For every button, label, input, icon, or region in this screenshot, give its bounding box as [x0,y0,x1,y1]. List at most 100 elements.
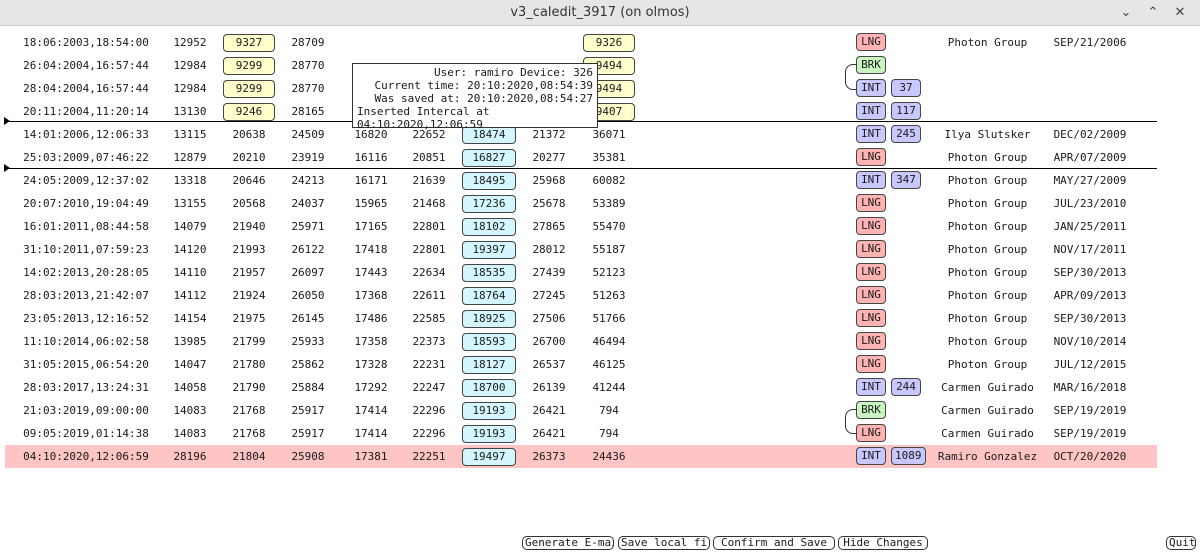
type-tag-lng[interactable]: LNG [856,148,886,166]
table-row[interactable]: 20:07:2010,19:04:49 13155 20568 24037 15965 2… [5,192,1157,215]
cell-v1: 14079 [173,220,207,233]
type-tag-brk[interactable]: BRK [856,56,886,74]
table-row[interactable]: 26:04:2004,16:57:44 12984 9299 28770 9494 BRK [5,54,1157,77]
cell-v6[interactable]: 19497 [461,445,517,468]
cell-v2[interactable]: 9299 [221,54,277,77]
type-tag-int[interactable]: INT [856,125,886,143]
cell-v2: 21768 [232,427,266,440]
editable-value[interactable]: 18925 [462,310,516,328]
type-tag-lng[interactable]: LNG [856,217,886,235]
table-row[interactable]: 28:03:2017,13:24:31 14058 21790 25884 17292 2… [5,376,1157,399]
cell-v1: 14154 [173,312,207,325]
table-row[interactable]: 24:05:2009,12:37:02 13318 20646 24213 16171 2… [5,169,1157,192]
cell-v6[interactable]: 19193 [461,422,517,445]
table-row[interactable]: 25:03:2009,07:46:22 12879 20210 23919 16116 2… [5,146,1157,169]
editable-value[interactable]: 19193 [462,425,516,443]
type-tag-int[interactable]: INT [856,378,886,396]
cell-v6[interactable]: 18593 [461,330,517,353]
save-local-file-button[interactable]: Save local file [618,536,710,550]
type-tag-lng[interactable]: LNG [856,332,886,350]
confirm-and-save-button[interactable]: Confirm and Save [713,536,835,550]
type-tag-int[interactable]: INT [856,102,886,120]
editable-value[interactable]: 19397 [462,241,516,259]
interval-number[interactable]: 245 [891,125,921,143]
type-tag-lng[interactable]: LNG [856,309,886,327]
minimize-icon[interactable]: ⌄ [1120,5,1132,20]
type-tag-lng[interactable]: LNG [856,424,886,442]
editable-value[interactable]: 9246 [223,103,275,121]
editable-value[interactable]: 9299 [223,57,275,75]
interval-number[interactable]: 244 [891,378,921,396]
table-row[interactable]: 31:10:2011,07:59:23 14120 21993 26122 17418 2… [5,238,1157,261]
close-icon[interactable]: ✕ [1174,5,1186,20]
editable-value[interactable]: 18700 [462,379,516,397]
cell-v6[interactable]: 18535 [461,261,517,284]
type-tag-lng[interactable]: LNG [856,194,886,212]
table-row[interactable]: 18:06:2003,18:54:00 12952 9327 28709 9326 LNG… [5,31,1157,54]
cell-v6[interactable]: 19397 [461,238,517,261]
editable-value[interactable]: 18764 [462,287,516,305]
table-row[interactable]: 04:10:2020,12:06:59 28196 21804 25908 17381 2… [5,445,1157,468]
cell-v7[interactable] [521,31,577,54]
cell-date: NOV/17/2011 [1053,243,1127,256]
cell-v6[interactable]: 18764 [461,284,517,307]
table-row[interactable]: 23:05:2013,12:16:52 14154 21975 26145 17486 2… [5,307,1157,330]
type-tag-lng[interactable]: LNG [856,33,886,51]
cell-v6[interactable]: 18127 [461,353,517,376]
cell-v6[interactable]: 18495 [461,169,517,192]
type-tag-int[interactable]: INT [856,171,886,189]
editable-value[interactable]: 17236 [462,195,516,213]
editable-value[interactable]: 18535 [462,264,516,282]
editable-value[interactable]: 18593 [462,333,516,351]
table-row[interactable]: 14:01:2006,12:06:33 13115 20638 24509 16820 2… [5,123,1157,146]
type-tag-int[interactable]: INT [856,447,886,465]
type-tag-lng[interactable]: LNG [856,240,886,258]
editable-value[interactable]: 16827 [462,149,516,167]
quit-button[interactable]: Quit [1166,536,1196,550]
cell-v6[interactable] [461,31,517,54]
type-tag-int[interactable]: INT [856,79,886,97]
editable-value[interactable]: 18495 [462,172,516,190]
cell-v2[interactable]: 9246 [221,100,277,123]
cell-v6[interactable]: 17236 [461,192,517,215]
cell-v6[interactable]: 18925 [461,307,517,330]
table-row[interactable]: 11:10:2014,06:02:58 13985 21799 25933 17358 2… [5,330,1157,353]
cell-date: NOV/10/2014 [1053,335,1127,348]
cell-v6[interactable]: 16827 [461,146,517,169]
table-row[interactable]: 14:02:2013,20:28:05 14110 21957 26097 17443 2… [5,261,1157,284]
cell-v2[interactable]: 9299 [221,77,277,100]
cell-v8: 51766 [592,312,626,325]
interval-number[interactable]: 37 [891,79,921,97]
editable-value[interactable]: 19193 [462,402,516,420]
maximize-icon[interactable]: ⌃ [1147,5,1159,20]
cell-v5[interactable] [401,31,457,54]
hide-changes-button[interactable]: Hide Changes [838,536,928,550]
generate-email-button[interactable]: Generate E-mail [522,536,614,550]
editable-value[interactable]: 9299 [223,80,275,98]
table-row[interactable]: 31:05:2015,06:54:20 14047 21780 25862 17328 2… [5,353,1157,376]
table-row[interactable]: 28:03:2013,21:42:07 14112 21924 26050 17368 2… [5,284,1157,307]
interval-number[interactable]: 347 [891,171,921,189]
interval-number[interactable]: 117 [891,102,921,120]
cell-v2[interactable]: 9327 [221,31,277,54]
cell-v8[interactable]: 9326 [581,31,637,54]
editable-value[interactable]: 18102 [462,218,516,236]
table-row[interactable]: 16:01:2011,08:44:58 14079 21940 25971 17165 2… [5,215,1157,238]
cell-v6[interactable]: 18102 [461,215,517,238]
cell-ts: 04:10:2020,12:06:59 [23,450,149,463]
cell-v4 [341,31,401,54]
editable-value[interactable]: 9327 [223,34,275,52]
editable-value[interactable]: 9326 [583,34,635,52]
cell-v6[interactable]: 19193 [461,399,517,422]
interval-number[interactable]: 1089 [891,447,926,465]
type-tag-lng[interactable]: LNG [856,286,886,304]
editable-value[interactable]: 18127 [462,356,516,374]
cell-v6[interactable]: 18700 [461,376,517,399]
table-row[interactable]: 09:05:2019,01:14:38 14083 21768 25917 17414 2… [5,422,1157,445]
editable-value[interactable]: 19497 [462,448,516,466]
cell-v8: 36071 [592,128,626,141]
type-tag-lng[interactable]: LNG [856,355,886,373]
type-tag-lng[interactable]: LNG [856,263,886,281]
type-tag-brk[interactable]: BRK [856,401,886,419]
table-row[interactable]: 21:03:2019,09:00:00 14083 21768 25917 17414 2… [5,399,1157,422]
